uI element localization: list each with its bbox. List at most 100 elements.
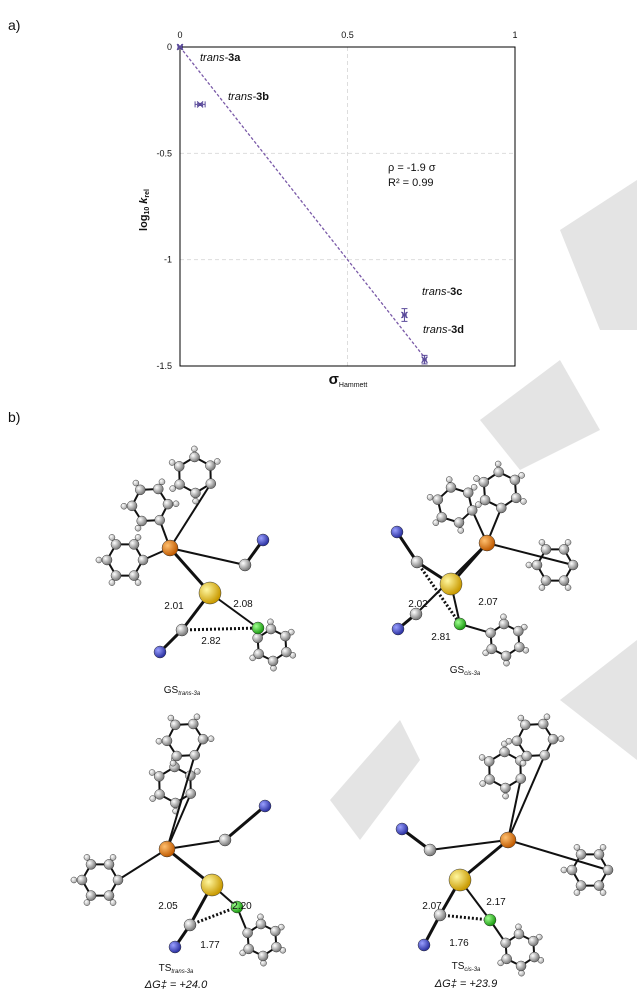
atom — [243, 928, 253, 938]
structure-label-part: TS — [452, 961, 465, 972]
atom — [159, 841, 175, 857]
atom — [253, 633, 263, 643]
atom — [440, 573, 462, 595]
distance-label: 2.07 — [478, 597, 498, 608]
atom — [254, 649, 264, 659]
atom — [281, 647, 291, 657]
activation-energy: ΔG‡ = +24.0 — [144, 979, 208, 991]
atom — [111, 571, 121, 581]
point-label: trans-3c — [422, 286, 462, 298]
atom — [191, 446, 197, 452]
atom — [127, 501, 137, 511]
point-label: trans-3b — [228, 91, 269, 103]
atom — [270, 926, 280, 936]
atom — [433, 495, 443, 505]
atom — [424, 844, 436, 856]
atom — [193, 498, 199, 504]
atom — [500, 747, 510, 757]
atom — [446, 482, 456, 492]
atom — [86, 891, 96, 901]
atom — [541, 544, 551, 554]
atom — [454, 518, 464, 528]
atom — [176, 624, 188, 636]
atom — [500, 832, 516, 848]
structure-label: GScis-3a — [450, 665, 481, 677]
atom — [513, 626, 523, 636]
atom — [170, 486, 176, 492]
atom — [437, 512, 447, 522]
atom — [526, 562, 532, 568]
structure-label-part: cis-3a — [464, 671, 481, 677]
atom — [135, 580, 141, 586]
atom — [576, 881, 586, 891]
atom — [484, 756, 494, 766]
atom — [155, 789, 165, 799]
interaction — [182, 628, 258, 630]
atom — [539, 539, 545, 545]
atom — [561, 867, 567, 873]
atom — [96, 557, 102, 563]
distance-label: 2.82 — [201, 636, 221, 647]
x-axis-title-part: σ — [329, 371, 339, 388]
structures: 2.012.082.82GStrans-3a2.022.072.81GScis-… — [71, 446, 613, 991]
structure-label-part: trans-3a — [178, 691, 201, 697]
atom — [84, 900, 90, 906]
atom — [162, 736, 172, 746]
atom — [135, 525, 141, 531]
watermark-shape — [560, 180, 637, 330]
atom — [529, 952, 539, 962]
atom — [495, 461, 501, 467]
atom — [170, 760, 176, 766]
atom — [485, 774, 495, 784]
atom — [480, 495, 490, 505]
atom — [137, 516, 147, 526]
point-label-part: trans- — [228, 91, 256, 103]
atom — [392, 623, 404, 635]
atom — [266, 624, 276, 634]
atom — [541, 576, 551, 586]
atom — [511, 493, 521, 503]
atom — [565, 585, 571, 591]
atom — [256, 919, 266, 929]
atom — [190, 452, 200, 462]
atom — [484, 914, 496, 926]
atom — [172, 751, 182, 761]
y-tick-label: -1 — [164, 255, 172, 265]
bond — [508, 755, 545, 840]
atom — [594, 849, 604, 859]
atom — [188, 719, 198, 729]
atom — [121, 503, 127, 509]
atom — [559, 576, 569, 586]
atom — [548, 734, 558, 744]
point-label-part: trans- — [423, 324, 451, 336]
atom — [159, 479, 165, 485]
distance-label: 2.01 — [164, 601, 184, 612]
atom — [574, 890, 580, 896]
atom — [149, 769, 155, 775]
atom — [199, 582, 221, 604]
distance-label: 2.02 — [408, 599, 428, 610]
atom — [111, 539, 121, 549]
panel-label: a) — [8, 17, 20, 33]
bond — [225, 806, 265, 840]
atom — [522, 751, 532, 761]
structure-label: TStrans-3a — [159, 963, 194, 975]
atom — [109, 580, 115, 586]
y-tick-label: 0 — [167, 42, 172, 52]
x-tick-label: 0 — [177, 30, 182, 40]
atom — [77, 875, 87, 885]
atom — [446, 477, 452, 483]
distance-label: 2.81 — [431, 632, 451, 643]
atom — [458, 527, 464, 533]
atom — [503, 793, 509, 799]
distance-label: 2.07 — [422, 901, 442, 912]
y-axis-title-part: log — [138, 214, 150, 231]
atom — [486, 628, 496, 638]
y-tick-label: -1.5 — [156, 361, 172, 371]
atom — [113, 875, 123, 885]
atom — [259, 800, 271, 812]
atom — [201, 874, 223, 896]
atom — [109, 534, 115, 540]
atom — [271, 942, 281, 952]
